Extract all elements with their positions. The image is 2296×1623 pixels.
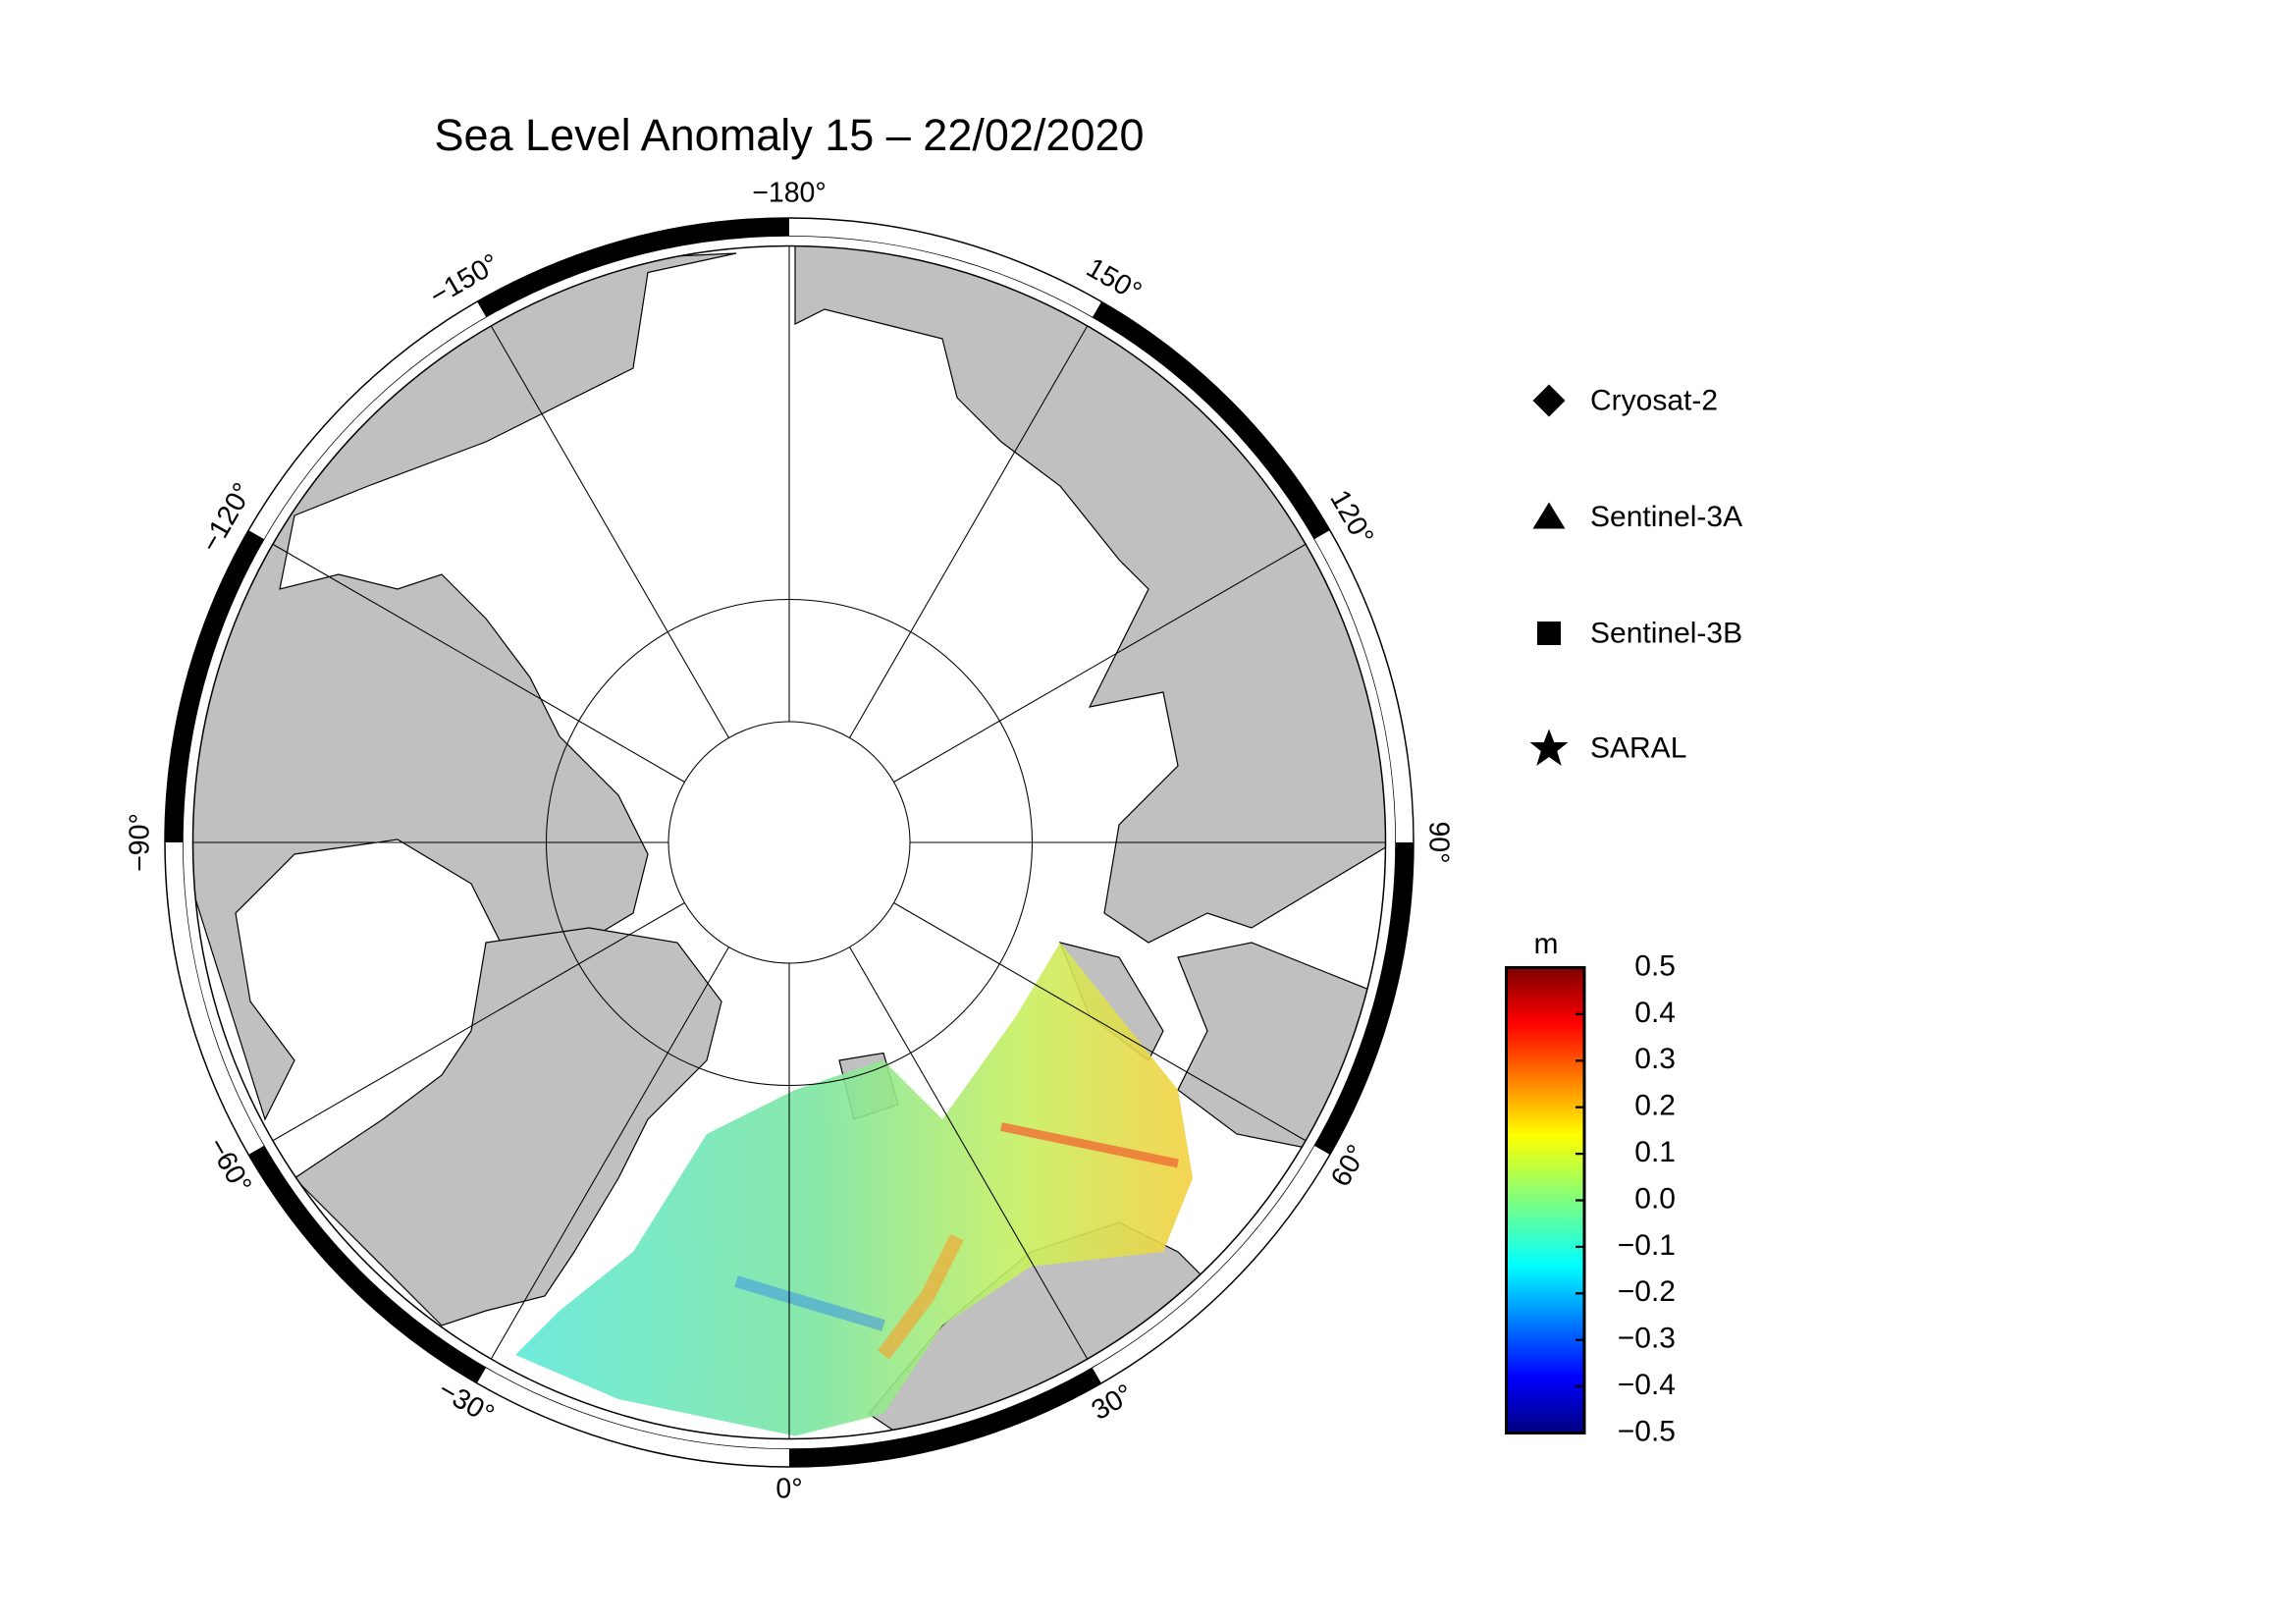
colorbar-tick-label: 0.2 [1634,1090,1676,1122]
legend-square [1537,622,1561,645]
frame-segment [165,530,264,843]
colorbar-tick-label: −0.2 [1618,1275,1676,1308]
colorbar-tick-label: −0.3 [1618,1323,1676,1355]
frame-segment [788,218,1101,317]
colorbar-tick-label: −0.4 [1618,1369,1676,1401]
meridian-line [893,543,1307,783]
meridian-line [893,902,1307,1142]
meridian-label: −90° [125,813,156,872]
frame-ring [164,217,1415,1468]
colorbar-tick-label: 0.3 [1634,1043,1676,1075]
colorbar: m 0.5 0.4 0.3 0.2 0.1 0.0 −0.1 −0.2 −0.3 −0.4 −0.5 [1505,928,1676,1447]
legend-label: Cryosat-2 [1590,384,1718,416]
colorbar-tick-label: 0.5 [1634,949,1676,982]
legend-triangle [1532,502,1566,529]
colorbar-tick-label: 0.1 [1634,1136,1676,1168]
meridian-line [490,325,729,738]
colorbar-tick-label: −0.1 [1618,1229,1676,1262]
graticule [192,245,1386,1439]
meridian-line [490,947,729,1360]
map-disc [192,245,1386,1439]
frame-segment [165,841,264,1155]
colorbar-tick-label: 0.0 [1634,1182,1676,1215]
legend-label: Sentinel-3B [1590,617,1742,649]
legend-label: Sentinel-3A [1590,501,1742,533]
meridian-label: 90° [1422,821,1454,863]
meridian-line [849,947,1089,1360]
colorbar-unit: m [1534,928,1559,960]
legend-label: SARAL [1590,731,1686,764]
meridian-line [272,543,685,783]
legend-diamond [1532,384,1566,417]
legend-star [1529,729,1569,766]
frame-outer [164,217,1415,1468]
map-title: Sea Level Anomaly 15 – 22/02/2020 [434,110,1144,160]
colorbar-tick-label: −0.5 [1618,1415,1676,1447]
meridian-label: 0° [775,1474,802,1505]
frame-segment [1092,301,1330,540]
frame-segment [477,218,790,317]
meridian-line [849,325,1089,738]
colorbar-bar [1505,966,1586,1434]
frame-segment [788,1368,1101,1467]
frame-segment [248,1145,487,1383]
frame-segment [477,1368,790,1467]
meridian-label: −180° [752,178,827,209]
frame-segment [1314,530,1414,843]
map-border [191,244,1387,1440]
frame-segment [248,301,487,540]
track-swath [515,943,1193,1436]
colorbar-tick-label: 0.4 [1634,997,1676,1029]
legend: Cryosat-2 Sentinel-3A Sentinel-3B SARAL [1529,384,1742,766]
frame-segment [1314,841,1414,1155]
frame-segment [1092,1145,1330,1383]
meridian-line [272,902,685,1142]
